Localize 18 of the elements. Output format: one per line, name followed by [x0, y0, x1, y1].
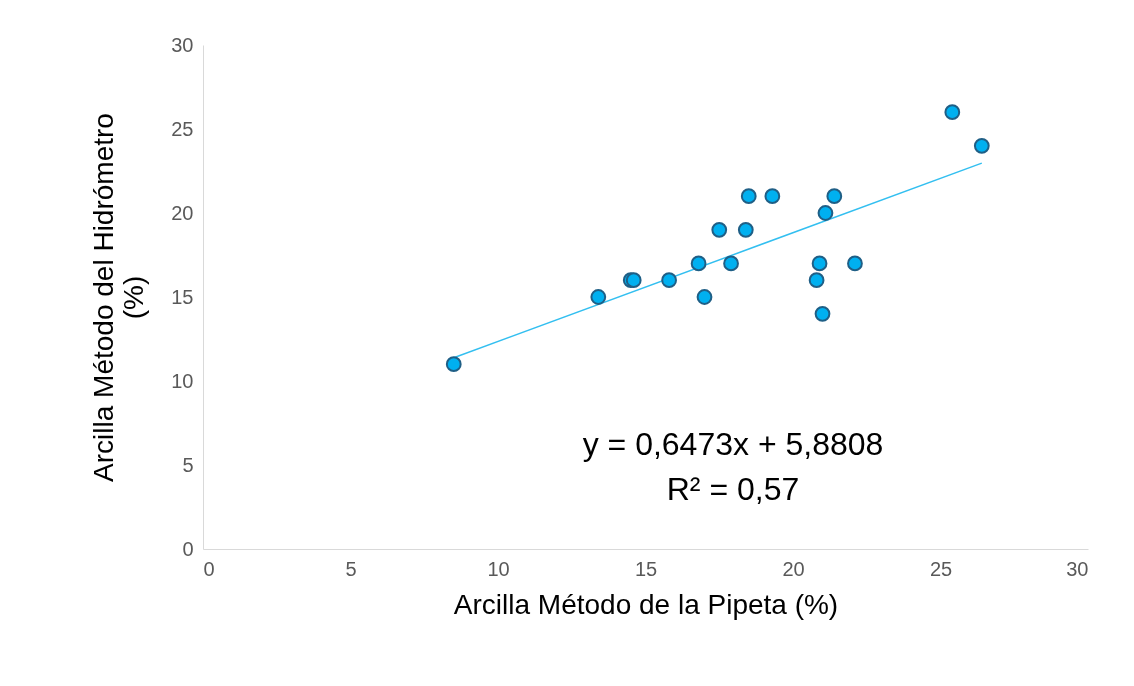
y-tick-label: 5	[182, 453, 194, 476]
x-tick-label: 5	[345, 557, 357, 580]
y-tick-label: 0	[182, 537, 194, 560]
annotation: y = 0,6473x + 5,8808	[582, 426, 884, 462]
x-axis-title: Arcilla Método de la Pipeta (%)	[453, 588, 839, 620]
x-tick-label: 20	[782, 557, 805, 580]
y-tick-label: 30	[171, 33, 194, 56]
x-tick-label: 25	[929, 557, 953, 580]
annotation: R² = 0,57	[666, 471, 800, 507]
y-axis-title: Arcilla Método del Hidrómetro (%)	[88, 113, 150, 482]
x-tick-label: 0	[203, 557, 215, 580]
y-tick-label: 15	[171, 285, 194, 308]
y-tick-label: 20	[171, 201, 194, 224]
y-tick-label: 10	[171, 369, 194, 392]
y-tick-label: 25	[171, 117, 194, 140]
x-tick-label: 10	[487, 557, 510, 580]
x-tick-label: 30	[1066, 557, 1089, 580]
x-tick-label: 15	[634, 557, 658, 580]
